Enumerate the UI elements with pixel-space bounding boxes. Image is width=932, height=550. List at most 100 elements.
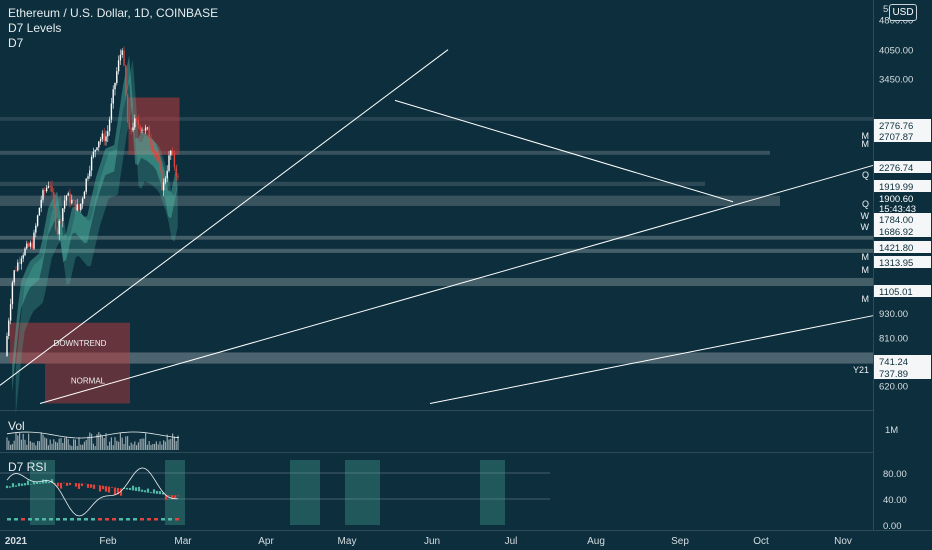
volume-bar xyxy=(69,444,71,450)
candle-body xyxy=(90,156,93,171)
candle-body xyxy=(15,270,17,272)
trend-cloud xyxy=(12,55,178,415)
trendline-lower xyxy=(429,315,874,404)
level-label: 1313.95 xyxy=(879,258,913,269)
candle-body xyxy=(103,133,105,142)
cloud-outer xyxy=(15,59,178,415)
rsi-state-tick xyxy=(56,518,60,521)
candle-body xyxy=(134,118,136,128)
candle-body xyxy=(78,204,80,210)
rsi-state-tick xyxy=(112,518,116,521)
volume-bar xyxy=(33,442,35,450)
trendline-long xyxy=(39,164,874,404)
rsi-state-tick xyxy=(140,518,144,521)
volume-bar xyxy=(6,437,8,450)
rsi-highlight xyxy=(480,460,505,525)
candle-body xyxy=(42,190,44,200)
normal-box xyxy=(45,363,130,404)
time-tick-label: Nov xyxy=(834,536,852,547)
level-label-bg xyxy=(874,130,931,142)
volume-bar xyxy=(146,444,148,450)
candle-body xyxy=(125,65,127,95)
volume-bar xyxy=(96,434,98,450)
zone-1421 xyxy=(0,235,873,240)
rsi-state-tick xyxy=(77,518,81,521)
currency-button[interactable]: USD xyxy=(889,4,917,21)
level-label-bg xyxy=(874,241,931,253)
rsi-state-tick xyxy=(49,518,53,521)
candle-body xyxy=(65,195,68,201)
volume-bar xyxy=(155,441,157,450)
rsi-state-tick xyxy=(126,518,130,521)
normal-label: NORMAL xyxy=(71,377,106,386)
symbol-title[interactable]: Ethereum / U.S. Dollar, 1D, COINBASE xyxy=(8,6,219,20)
rsi-state-tick xyxy=(161,518,165,521)
candle-body xyxy=(8,320,10,337)
rsi-state-tick xyxy=(84,518,88,521)
volume-bar xyxy=(105,433,107,450)
candle-body xyxy=(85,178,87,192)
volume-bar xyxy=(130,442,132,450)
level-tag: M xyxy=(862,265,870,275)
candle-body xyxy=(96,147,98,150)
candle-body xyxy=(76,204,78,211)
level-tag: Q xyxy=(862,170,869,180)
volume-bar xyxy=(175,440,177,450)
level-label-bg xyxy=(874,119,931,131)
volume-bar xyxy=(64,437,66,450)
candle-body xyxy=(33,232,35,249)
rsi-state-tick xyxy=(147,518,151,521)
candle-body xyxy=(11,282,14,305)
volume-bar xyxy=(28,433,30,450)
candle-body xyxy=(126,94,129,123)
candle-body xyxy=(40,199,42,208)
volume-bar xyxy=(89,432,91,450)
volume-bar xyxy=(161,444,163,450)
level-tag: M xyxy=(862,252,870,262)
level-label: 2276.74 xyxy=(879,163,913,174)
volume-bar xyxy=(91,433,93,450)
candle-body xyxy=(51,186,53,193)
indicator-d7-levels[interactable]: D7 Levels xyxy=(8,21,62,35)
candle-body xyxy=(99,139,102,142)
rsi-pane: 0.00 40.00 80.00 xyxy=(0,460,907,532)
time-tick-label: Mar xyxy=(174,536,192,547)
rsi-state-tick xyxy=(91,518,95,521)
volume-bar xyxy=(71,445,73,450)
rsi-tick-label: 80.00 xyxy=(883,469,907,480)
candle-body xyxy=(110,103,113,120)
time-tick-label: Jun xyxy=(424,536,440,547)
rsi-state-tick xyxy=(7,518,11,521)
volume-bar xyxy=(136,445,138,450)
candle-body xyxy=(107,131,109,137)
candle-body xyxy=(44,190,46,192)
candle-body xyxy=(81,198,84,204)
level-label: 1919.99 xyxy=(879,182,913,193)
candle-body xyxy=(119,54,122,61)
rsi-state-tick xyxy=(168,518,172,521)
volume-bar xyxy=(35,445,37,450)
rsi-highlight xyxy=(345,460,380,525)
candle-body xyxy=(141,129,143,131)
candle-body xyxy=(155,152,158,157)
time-tick-label: Oct xyxy=(753,536,769,547)
time-tick-label: Sep xyxy=(671,536,689,547)
candle-body xyxy=(161,170,163,191)
volume-bar xyxy=(100,434,102,450)
volume-bar xyxy=(13,440,15,450)
candle-body xyxy=(72,199,75,201)
price-axis-strip xyxy=(873,0,932,550)
volume-bar xyxy=(56,442,58,450)
candle-body xyxy=(146,127,149,129)
volume-bar xyxy=(159,441,161,450)
level-tag: Y21 xyxy=(853,365,869,375)
volume-bar xyxy=(110,437,112,450)
candle-body xyxy=(164,178,167,183)
zone-1313 xyxy=(0,248,873,253)
candle-body xyxy=(63,200,66,209)
rsi-state-tick xyxy=(35,518,39,521)
volume-ma-line xyxy=(6,431,180,439)
candle-body xyxy=(49,186,51,187)
indicator-d7[interactable]: D7 xyxy=(8,36,24,50)
